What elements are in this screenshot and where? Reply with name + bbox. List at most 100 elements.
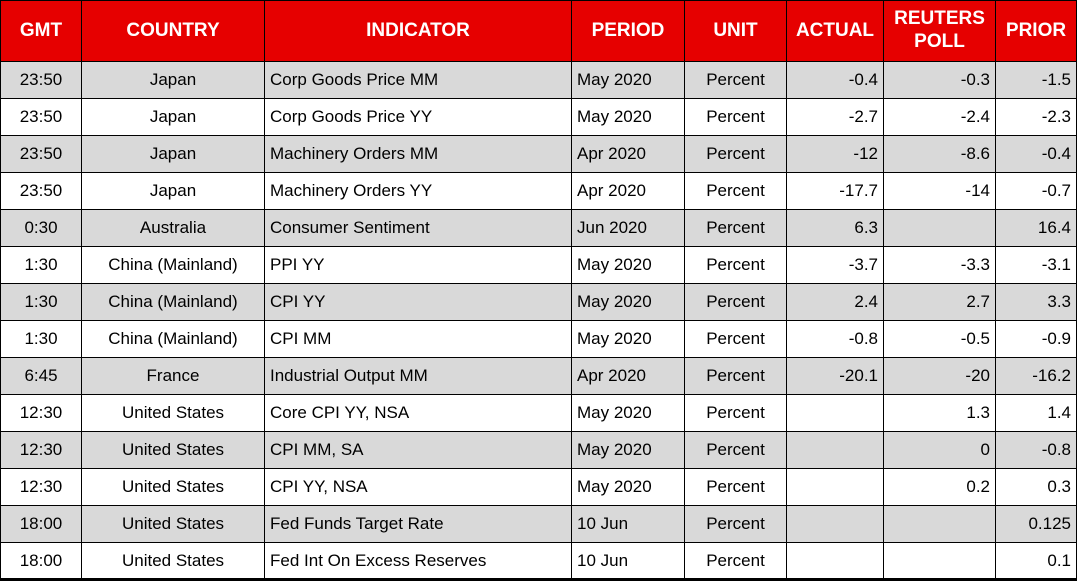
cell-gmt: 23:50 [0, 61, 82, 99]
cell-country: United States [81, 505, 265, 543]
cell-gmt: 23:50 [0, 172, 82, 210]
cell-actual: -3.7 [786, 246, 884, 284]
cell-country: United States [81, 431, 265, 469]
cell-unit: Percent [684, 61, 787, 99]
cell-actual: -0.8 [786, 320, 884, 358]
cell-actual [786, 394, 884, 432]
table-row: 12:30 United States Core CPI YY, NSA May 20… [0, 394, 1077, 432]
cell-actual: 6.3 [786, 209, 884, 247]
cell-prior: 1.4 [995, 394, 1077, 432]
cell-poll: 2.7 [883, 283, 996, 321]
cell-gmt: 23:50 [0, 98, 82, 136]
cell-period: 10 Jun [571, 542, 685, 580]
cell-period: Apr 2020 [571, 172, 685, 210]
cell-poll: -3.3 [883, 246, 996, 284]
cell-unit: Percent [684, 98, 787, 136]
cell-country: Australia [81, 209, 265, 247]
cell-period: May 2020 [571, 98, 685, 136]
cell-prior: -0.8 [995, 431, 1077, 469]
cell-gmt: 12:30 [0, 431, 82, 469]
table-row: 1:30 China (Mainland) CPI MM May 2020 Percen… [0, 320, 1077, 358]
cell-prior: -0.9 [995, 320, 1077, 358]
cell-prior: 16.4 [995, 209, 1077, 247]
cell-gmt: 12:30 [0, 394, 82, 432]
cell-gmt: 18:00 [0, 542, 82, 580]
column-header-gmt: GMT [0, 0, 82, 62]
table-row: 18:00 United States Fed Int On Excess Rese… [0, 542, 1077, 580]
cell-gmt: 1:30 [0, 283, 82, 321]
cell-indicator: CPI YY, NSA [264, 468, 572, 506]
cell-poll: -8.6 [883, 135, 996, 173]
cell-period: Jun 2020 [571, 209, 685, 247]
cell-country: Japan [81, 172, 265, 210]
cell-period: May 2020 [571, 320, 685, 358]
cell-gmt: 1:30 [0, 246, 82, 284]
cell-actual: -17.7 [786, 172, 884, 210]
cell-gmt: 6:45 [0, 357, 82, 395]
cell-prior: -0.4 [995, 135, 1077, 173]
cell-actual: -2.7 [786, 98, 884, 136]
cell-actual: -20.1 [786, 357, 884, 395]
cell-poll: 0 [883, 431, 996, 469]
cell-actual [786, 431, 884, 469]
cell-unit: Percent [684, 468, 787, 506]
column-header-reuters-poll: REUTERS POLL [883, 0, 996, 62]
cell-poll [883, 209, 996, 247]
cell-country: United States [81, 542, 265, 580]
cell-indicator: Corp Goods Price YY [264, 98, 572, 136]
cell-period: Apr 2020 [571, 135, 685, 173]
cell-country: China (Mainland) [81, 320, 265, 358]
cell-gmt: 23:50 [0, 135, 82, 173]
cell-unit: Percent [684, 320, 787, 358]
cell-poll: -2.4 [883, 98, 996, 136]
cell-prior: 0.125 [995, 505, 1077, 543]
cell-period: May 2020 [571, 246, 685, 284]
cell-prior: -16.2 [995, 357, 1077, 395]
cell-poll: -14 [883, 172, 996, 210]
cell-unit: Percent [684, 246, 787, 284]
cell-unit: Percent [684, 172, 787, 210]
cell-prior: -0.7 [995, 172, 1077, 210]
cell-unit: Percent [684, 505, 787, 543]
cell-poll: -0.3 [883, 61, 996, 99]
column-header-prior: PRIOR [995, 0, 1077, 62]
table-row: 1:30 China (Mainland) CPI YY May 2020 Percen… [0, 283, 1077, 321]
cell-unit: Percent [684, 209, 787, 247]
cell-indicator: Machinery Orders MM [264, 135, 572, 173]
cell-prior: 0.1 [995, 542, 1077, 580]
cell-actual: 2.4 [786, 283, 884, 321]
cell-indicator: CPI YY [264, 283, 572, 321]
cell-country: United States [81, 468, 265, 506]
column-header-period: PERIOD [571, 0, 685, 62]
cell-indicator: CPI MM, SA [264, 431, 572, 469]
table-row: 23:50 Japan Machinery Orders YY Apr 2020 Per… [0, 172, 1077, 210]
cell-country: Japan [81, 98, 265, 136]
cell-actual [786, 468, 884, 506]
cell-period: May 2020 [571, 468, 685, 506]
table-row: 12:30 United States CPI MM, SA May 2020 Perc… [0, 431, 1077, 469]
cell-indicator: CPI MM [264, 320, 572, 358]
cell-indicator: Fed Int On Excess Reserves [264, 542, 572, 580]
cell-period: Apr 2020 [571, 357, 685, 395]
cell-prior: -3.1 [995, 246, 1077, 284]
cell-unit: Percent [684, 542, 787, 580]
cell-period: 10 Jun [571, 505, 685, 543]
cell-country: Japan [81, 135, 265, 173]
cell-poll [883, 505, 996, 543]
cell-gmt: 1:30 [0, 320, 82, 358]
cell-indicator: Corp Goods Price MM [264, 61, 572, 99]
cell-prior: -1.5 [995, 61, 1077, 99]
cell-period: May 2020 [571, 283, 685, 321]
table-row: 18:00 United States Fed Funds Target Rate 1… [0, 505, 1077, 543]
cell-poll: 0.2 [883, 468, 996, 506]
cell-prior: -2.3 [995, 98, 1077, 136]
table-header: GMT COUNTRY INDICATOR PERIOD UNIT ACTUAL… [0, 0, 1077, 62]
column-header-unit: UNIT [684, 0, 787, 62]
cell-country: France [81, 357, 265, 395]
cell-period: May 2020 [571, 394, 685, 432]
column-header-country: COUNTRY [81, 0, 265, 62]
cell-indicator: PPI YY [264, 246, 572, 284]
table-row: 12:30 United States CPI YY, NSA May 2020 Per… [0, 468, 1077, 506]
cell-poll: 1.3 [883, 394, 996, 432]
